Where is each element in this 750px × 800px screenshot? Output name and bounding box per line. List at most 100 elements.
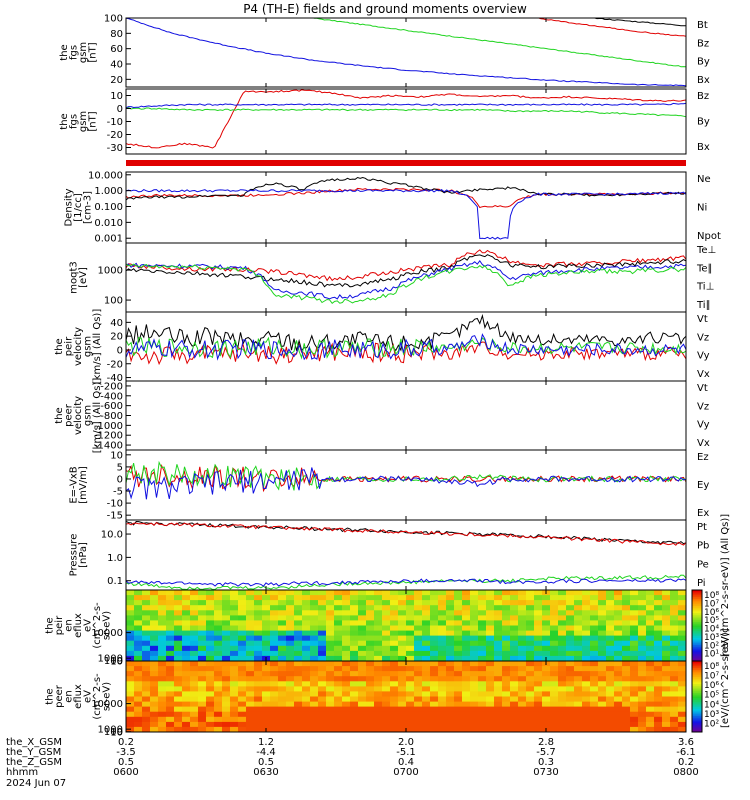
heatmap-cell	[278, 671, 287, 677]
heatmap-cell	[294, 620, 303, 627]
heatmap-cell	[462, 605, 471, 611]
heatmap-cell	[310, 701, 319, 708]
heatmap-cell	[302, 630, 311, 637]
heatmap-cell	[198, 701, 207, 708]
heatmap-cell	[166, 721, 175, 728]
heatmap-cell	[238, 650, 247, 657]
heatmap-cell	[654, 666, 663, 672]
heatmap-cell	[518, 691, 527, 698]
heatmap-cell	[526, 726, 535, 732]
heatmap-cell	[318, 676, 327, 682]
heatmap-cell	[622, 595, 631, 601]
heatmap-cell	[150, 676, 159, 682]
heatmap-cell	[126, 625, 135, 632]
heatmap-cell	[190, 726, 199, 732]
heatmap-cell	[518, 635, 527, 642]
colorbar-step	[692, 705, 702, 708]
heatmap-cell	[278, 676, 287, 682]
heatmap-cell	[414, 691, 423, 698]
heatmap-cell	[462, 726, 471, 732]
heatmap-cell	[446, 650, 455, 657]
heatmap-cell	[182, 620, 191, 627]
heatmap-cell	[134, 595, 143, 601]
heatmap-cell	[166, 650, 175, 657]
heatmap-cell	[214, 615, 223, 622]
heatmap-cell	[406, 620, 415, 627]
heatmap-cell	[270, 600, 279, 606]
heatmap-cell	[134, 666, 143, 672]
heatmap-cell	[510, 630, 519, 637]
heatmap-cell	[534, 635, 543, 642]
heatmap-cell	[526, 701, 535, 708]
y-axis-label-line: (cm^2-s-	[92, 673, 103, 720]
heatmap-cell	[614, 595, 623, 601]
heatmap-cell	[566, 615, 575, 622]
heatmap-cell	[630, 701, 639, 708]
heatmap-cell	[222, 645, 231, 652]
heatmap-cell	[630, 706, 639, 713]
heatmap-cell	[278, 645, 287, 652]
heatmap-cell	[142, 600, 151, 606]
heatmap-cell	[630, 696, 639, 703]
heatmap-cell	[126, 630, 135, 637]
heatmap-cell	[390, 701, 399, 708]
heatmap-cell	[654, 655, 663, 661]
heatmap-cell	[342, 711, 351, 718]
heatmap-cell	[142, 655, 151, 661]
colorbar-step	[692, 643, 702, 646]
heatmap-cell	[518, 640, 527, 647]
y-tick-label: -5	[113, 487, 123, 498]
heatmap-cell	[550, 610, 559, 616]
heatmap-cell	[190, 635, 199, 642]
heatmap-cell	[502, 630, 511, 637]
heatmap-cell	[662, 630, 671, 637]
heatmap-cell	[334, 721, 343, 728]
heatmap-cell	[614, 661, 623, 667]
heatmap-cell	[166, 716, 175, 723]
y-tick-label: 1.0	[107, 553, 123, 564]
heatmap-cell	[286, 721, 295, 728]
heatmap-cell	[590, 640, 599, 647]
heatmap-cell	[318, 610, 327, 616]
heatmap-cell	[414, 620, 423, 627]
heatmap-cell	[590, 691, 599, 698]
heatmap-cell	[518, 650, 527, 657]
heatmap-cell	[246, 640, 255, 647]
heatmap-cell	[670, 711, 679, 718]
y-axis-label-line: en	[64, 690, 75, 703]
heatmap-cell	[406, 706, 415, 713]
heatmap-cell	[486, 691, 495, 698]
heatmap-cell	[558, 661, 567, 667]
heatmap-cell	[318, 595, 327, 601]
legend-Ti⊥: Ti⊥	[696, 282, 714, 293]
heatmap-cell	[574, 661, 583, 667]
heatmap-cell	[366, 610, 375, 616]
heatmap-cell	[430, 640, 439, 647]
heatmap-cell	[134, 600, 143, 606]
heatmap-cell	[166, 661, 175, 667]
heatmap-cell	[198, 676, 207, 682]
heatmap-cell	[566, 671, 575, 677]
heatmap-cell	[342, 600, 351, 606]
legend-Ni: Ni	[697, 203, 707, 214]
colorbar-tick: 10⁸	[704, 662, 719, 672]
x-tick-value: 0.2	[118, 737, 134, 748]
heatmap-cell	[670, 661, 679, 667]
colorbar-tick: 10¹	[704, 650, 719, 660]
heatmap-cell	[326, 706, 335, 713]
heatmap-cell	[150, 655, 159, 661]
heatmap-cell	[542, 676, 551, 682]
heatmap-cell	[414, 666, 423, 672]
heatmap-cell	[646, 640, 655, 647]
colorbar-step	[692, 710, 702, 713]
heatmap-cell	[590, 645, 599, 652]
series-Ex	[126, 467, 686, 500]
heatmap-cell	[462, 676, 471, 682]
heatmap-cell	[142, 595, 151, 601]
heatmap-cell	[374, 640, 383, 647]
heatmap-cell	[342, 661, 351, 667]
heatmap-cell	[630, 605, 639, 611]
heatmap-cell	[238, 640, 247, 647]
heatmap-cell	[430, 645, 439, 652]
